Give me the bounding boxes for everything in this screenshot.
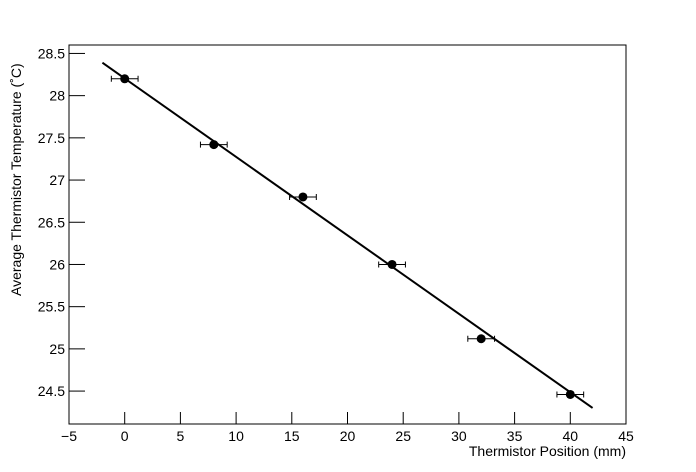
x-tick-label: 10	[228, 428, 244, 444]
fit-line	[101, 61, 594, 409]
y-tick-label: 26	[49, 256, 65, 272]
y-tick-label: 28.5	[38, 45, 65, 61]
x-tick-label: 40	[563, 428, 579, 444]
x-tick-label: 35	[507, 428, 523, 444]
y-tick-label: 28	[49, 88, 65, 104]
x-tick-label: 5	[177, 428, 185, 444]
x-tick-label: 15	[284, 428, 300, 444]
y-tick-label: 25	[49, 341, 65, 357]
data-point	[209, 140, 219, 150]
x-tick-label: 0	[121, 428, 129, 444]
x-tick-label: 45	[618, 428, 634, 444]
y-tick-label: 27	[49, 172, 65, 188]
data-point	[387, 259, 397, 269]
data-point	[476, 334, 486, 344]
y-tick-label: 26.5	[38, 214, 65, 230]
y-tick-label: 27.5	[38, 130, 65, 146]
y-tick-label: 25.5	[38, 299, 65, 315]
y-tick-label: 24.5	[38, 383, 65, 399]
y-axis-title: Average Thermistor Temperature (˚C)	[8, 63, 24, 296]
data-point	[298, 192, 308, 202]
data-point	[120, 74, 130, 84]
x-tick-label: 30	[451, 428, 467, 444]
x-tick-label: −5	[61, 428, 77, 444]
x-axis-title: Thermistor Position (mm)	[469, 443, 626, 459]
data-point	[565, 389, 575, 399]
x-tick-label: 20	[340, 428, 356, 444]
x-tick-label: 25	[395, 428, 411, 444]
